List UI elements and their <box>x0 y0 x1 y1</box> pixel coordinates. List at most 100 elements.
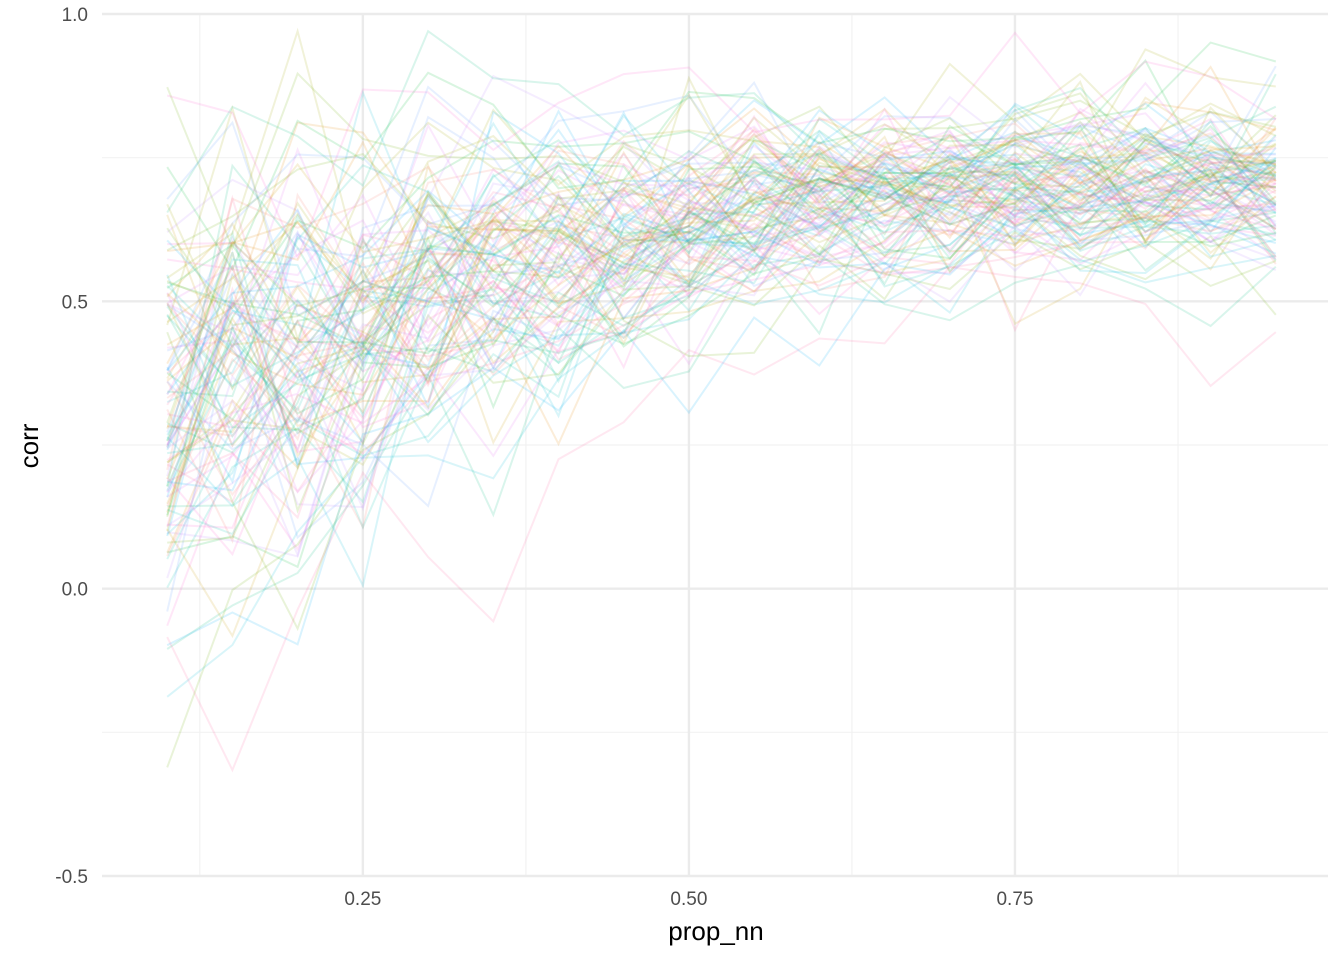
series-line <box>166 159 1277 451</box>
series-line <box>166 156 1276 448</box>
series-line <box>166 157 1277 536</box>
series-line <box>166 194 1277 768</box>
series-line <box>166 170 1277 446</box>
series-line <box>167 123 1277 328</box>
series-line <box>166 178 1276 527</box>
y-axis-title: corr <box>14 423 44 468</box>
series-line <box>166 200 1277 498</box>
y-tick-label: -0.5 <box>55 867 88 888</box>
series-line <box>166 154 1276 455</box>
series-line <box>166 107 1277 330</box>
series-line <box>166 162 1277 477</box>
series-line <box>166 104 1276 342</box>
series-line <box>166 138 1276 324</box>
series-line <box>166 102 1276 537</box>
series-line <box>166 134 1277 459</box>
series-line <box>166 89 1276 439</box>
series-line <box>166 108 1277 371</box>
series-line <box>166 204 1276 498</box>
series-line <box>167 149 1277 492</box>
series-line <box>166 108 1277 445</box>
series-line <box>166 92 1277 252</box>
series-line <box>166 96 1276 372</box>
series-line <box>166 153 1277 442</box>
series-line <box>166 173 1276 536</box>
series-line <box>166 186 1277 589</box>
series-line <box>166 124 1277 368</box>
series-line <box>166 117 1277 388</box>
series-line <box>166 65 1277 346</box>
series-line <box>167 114 1277 373</box>
series-line <box>166 153 1277 557</box>
series-line <box>166 164 1277 436</box>
series-line <box>166 71 1277 251</box>
series-line <box>166 81 1276 449</box>
series-line <box>166 120 1276 424</box>
series-line <box>166 172 1277 639</box>
series-line <box>166 85 1276 348</box>
series-line <box>166 41 1277 272</box>
series-line <box>166 157 1277 589</box>
series-line <box>166 114 1277 327</box>
series-line <box>166 147 1277 494</box>
series-line <box>166 75 1277 315</box>
series-line <box>166 31 1277 261</box>
series-lines <box>166 27 1277 773</box>
series-line <box>166 165 1277 557</box>
series-line <box>167 157 1276 529</box>
x-axis-title: prop_nn <box>668 916 763 946</box>
series-line <box>166 168 1277 446</box>
series-line <box>166 80 1277 467</box>
series-line <box>166 127 1277 385</box>
series-line <box>166 132 1277 471</box>
x-tick-label: 0.25 <box>344 889 381 910</box>
y-tick-label: 0.0 <box>62 580 88 601</box>
series-line <box>166 110 1277 485</box>
series-line <box>167 163 1277 544</box>
series-line <box>167 149 1277 558</box>
series-line <box>166 146 1277 513</box>
series-line <box>166 29 1277 214</box>
series-line <box>167 107 1277 304</box>
series-line <box>167 112 1276 349</box>
series-line <box>166 135 1277 509</box>
x-tick-label: 0.50 <box>670 889 707 910</box>
series-line <box>166 131 1277 494</box>
series-line <box>166 149 1277 569</box>
series-line <box>166 175 1276 520</box>
series-line <box>166 162 1276 518</box>
series-line <box>166 152 1277 531</box>
series-line <box>166 151 1277 466</box>
series-line <box>166 116 1276 464</box>
y-tick-label: 0.5 <box>62 292 88 313</box>
series-line <box>166 157 1277 505</box>
series-line <box>166 74 1276 368</box>
series-line <box>166 134 1277 612</box>
series-line <box>166 158 1276 527</box>
x-tick-label: 0.75 <box>996 889 1033 910</box>
series-line <box>166 148 1277 544</box>
series-line <box>166 174 1277 492</box>
series-line <box>166 122 1277 377</box>
series-line <box>166 173 1277 627</box>
series-line <box>166 124 1277 355</box>
series-line <box>166 137 1276 487</box>
series-line <box>166 153 1277 504</box>
series-line <box>166 62 1277 351</box>
major-gridlines <box>102 12 1328 878</box>
series-line <box>166 133 1277 560</box>
series-line <box>166 133 1276 429</box>
series-line <box>166 140 1277 365</box>
series-line <box>166 138 1277 421</box>
series-line <box>166 138 1277 412</box>
series-line <box>166 129 1277 374</box>
series-line <box>166 265 1277 773</box>
series-line <box>167 154 1277 437</box>
series-line <box>166 58 1276 442</box>
series-line <box>166 191 1277 558</box>
series-line <box>166 178 1277 554</box>
series-line <box>166 135 1276 471</box>
series-line <box>167 175 1276 530</box>
series-line <box>166 142 1277 404</box>
